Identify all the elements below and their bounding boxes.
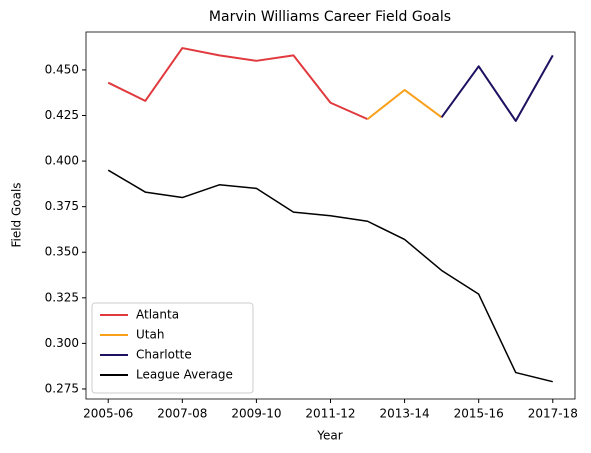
y-tick-label: 0.450 (45, 62, 79, 76)
series-line (107, 169, 553, 383)
y-tick-label: 0.350 (45, 245, 79, 259)
series-line (440, 54, 554, 122)
legend-label: Utah (136, 328, 164, 342)
x-tick-label: 2009-10 (231, 407, 281, 421)
x-tick-label: 2005-06 (83, 407, 133, 421)
legend-label: Atlanta (136, 308, 179, 322)
plot-frame (85, 31, 576, 400)
x-tick-label: 2017-18 (528, 407, 578, 421)
legend-box (91, 302, 254, 394)
y-tick-label: 0.300 (45, 336, 79, 350)
x-tick-label: 2015-16 (454, 407, 504, 421)
series-line (366, 88, 443, 120)
x-axis-label: Year (316, 429, 342, 443)
legend-label: League Average (136, 368, 233, 382)
y-tick-label: 0.325 (45, 290, 79, 304)
x-tick-label: 2013-14 (380, 407, 430, 421)
y-tick-label: 0.400 (45, 154, 79, 168)
chart-title: Marvin Williams Career Field Goals (209, 9, 451, 25)
y-tick-label: 0.275 (45, 381, 79, 395)
x-tick-label: 2007-08 (157, 407, 207, 421)
y-tick-label: 0.425 (45, 108, 79, 122)
legend-label: Charlotte (136, 348, 192, 362)
y-axis-label: Field Goals (10, 182, 24, 247)
y-tick-label: 0.375 (45, 199, 79, 213)
x-tick-label: 2011-12 (305, 407, 355, 421)
series-line (107, 47, 368, 121)
